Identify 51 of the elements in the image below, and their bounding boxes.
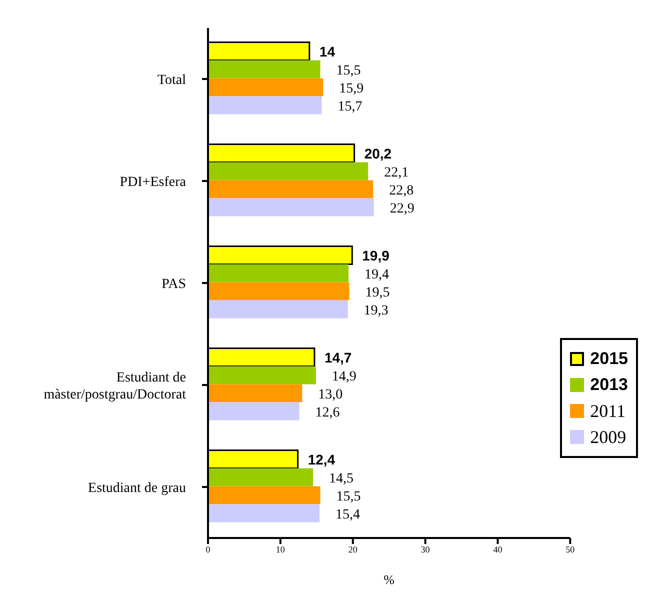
bar (208, 96, 322, 114)
x-axis-title: % (384, 572, 395, 587)
data-label: 15,4 (336, 507, 360, 522)
data-label: 20,2 (364, 145, 392, 162)
x-tick-label: 0 (206, 544, 211, 554)
legend-label: 2013 (590, 375, 628, 395)
bar (208, 300, 348, 318)
y-tick-label: Estudiant de grau (88, 481, 186, 496)
data-label: 15,5 (336, 489, 361, 504)
x-tick-label: 30 (420, 544, 430, 554)
x-tick-label: 10 (276, 544, 286, 554)
bar (208, 180, 374, 198)
x-tick-label: 50 (566, 544, 576, 554)
data-label: 14,5 (329, 471, 354, 486)
data-label: 15,7 (338, 99, 362, 114)
bar (208, 78, 324, 96)
data-label: 22,1 (384, 165, 409, 180)
legend-label: 2009 (590, 426, 626, 448)
bar (208, 282, 350, 300)
bar (208, 198, 374, 216)
bar (208, 384, 302, 402)
bar (208, 402, 300, 420)
bar (208, 60, 320, 78)
data-label: 22,8 (389, 183, 414, 198)
data-label: 13,0 (318, 387, 343, 402)
data-label: 22,9 (390, 201, 414, 216)
y-tick-label: PAS (162, 277, 186, 292)
bar (208, 264, 349, 282)
data-label: 19,4 (364, 267, 390, 282)
data-label: 14,9 (332, 369, 356, 384)
data-label: 15,5 (336, 63, 361, 78)
bar (208, 486, 320, 504)
data-label: 14,7 (324, 349, 352, 366)
data-label: 14 (319, 43, 336, 60)
data-label: 12,6 (315, 405, 340, 420)
bar (208, 162, 368, 180)
data-label: 19,9 (362, 247, 390, 264)
bar (208, 468, 314, 486)
data-label: 15,9 (339, 81, 364, 96)
x-tick-label: 20 (348, 544, 358, 554)
data-label: 19,3 (364, 303, 388, 318)
legend-label: 2015 (590, 349, 628, 369)
y-tick-label: PDI+Esfera (120, 175, 187, 190)
bar (208, 504, 320, 522)
legend-label: 2011 (590, 400, 626, 422)
x-tick-label: 40 (493, 544, 503, 554)
data-label: 19,5 (365, 285, 390, 300)
bar (208, 366, 316, 384)
y-tick-label: Estudiant de màster/postgrau/Doctorat (44, 370, 186, 402)
data-label: 12,4 (308, 451, 336, 468)
y-tick-label: Total (157, 73, 186, 88)
